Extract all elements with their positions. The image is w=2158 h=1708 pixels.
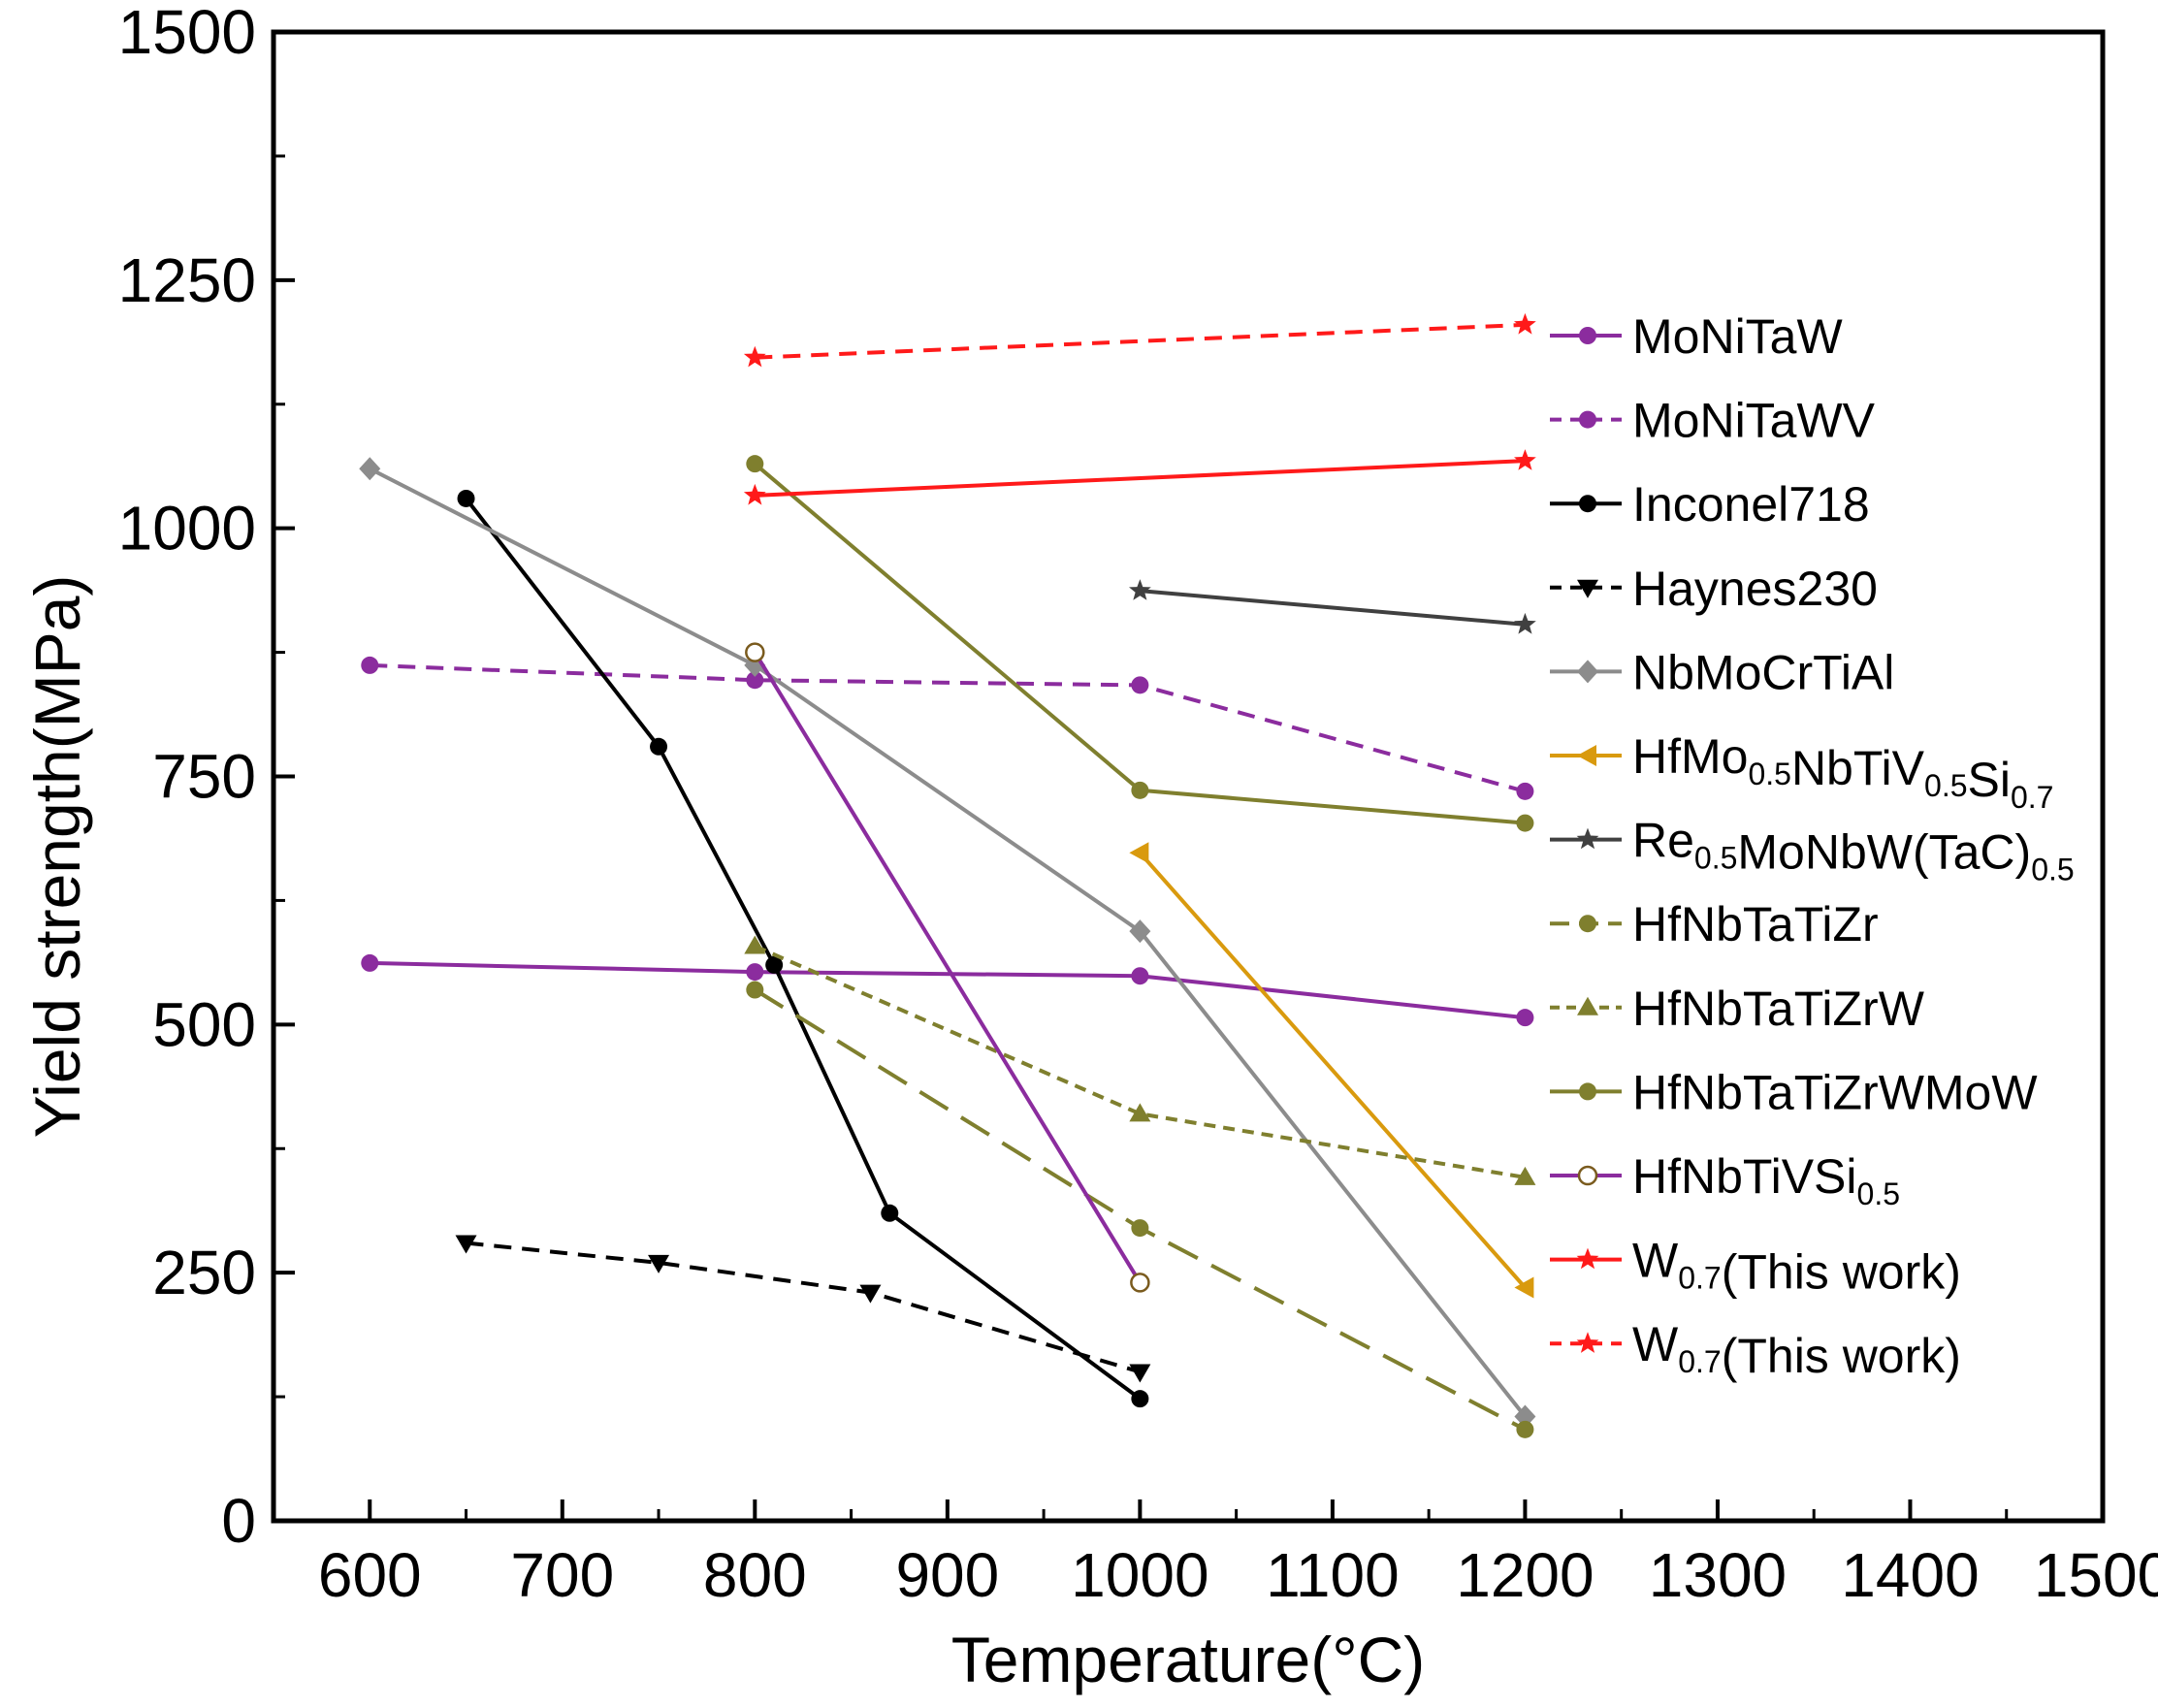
legend-marker — [1579, 411, 1596, 429]
data-point — [746, 982, 763, 999]
y-tick-label: 1000 — [118, 494, 256, 564]
legend-label: HfNbTaTiZrW — [1632, 982, 1925, 1036]
y-tick-label: 1250 — [118, 245, 256, 315]
data-point — [458, 490, 475, 507]
data-point — [361, 954, 378, 972]
data-point — [1516, 1009, 1533, 1026]
legend-marker — [1579, 915, 1596, 932]
y-tick-label: 250 — [152, 1238, 256, 1307]
legend-marker — [1579, 327, 1596, 344]
data-point — [1516, 783, 1533, 800]
legend-marker — [1579, 1167, 1596, 1184]
yield-strength-chart: 600 700 800 900 1000 1100 1200 1300 1400 1500 0 250… — [0, 0, 2158, 1708]
legend-label: HfNbTaTiZrWMoW — [1632, 1065, 2038, 1119]
x-tick-label: 1100 — [1266, 1540, 1400, 1610]
y-tick-label: 0 — [221, 1486, 256, 1556]
legend-label: MoNiTaWV — [1632, 394, 1876, 448]
legend-label: NbMoCrTiAl — [1632, 645, 1894, 699]
y-tick-label: 1500 — [118, 0, 256, 67]
legend-label: HfNbTaTiZr — [1632, 897, 1879, 951]
x-tick-label: 1200 — [1456, 1540, 1594, 1610]
x-tick-label: 700 — [510, 1540, 614, 1610]
data-point — [1131, 1219, 1148, 1237]
data-point — [1131, 782, 1148, 799]
data-point — [881, 1205, 898, 1222]
data-point — [1131, 676, 1148, 693]
legend-label: MoNiTaW — [1632, 309, 1843, 364]
data-point — [746, 963, 763, 981]
x-tick-label: 1000 — [1071, 1540, 1208, 1610]
y-tick-label: 750 — [152, 742, 256, 812]
data-point — [1131, 1390, 1148, 1407]
x-tick-label: 800 — [703, 1540, 807, 1610]
data-point — [1131, 1273, 1148, 1291]
x-tick-label: 1300 — [1649, 1540, 1787, 1610]
legend-marker — [1579, 495, 1596, 512]
data-point — [1131, 967, 1148, 984]
data-point — [361, 657, 378, 674]
y-axis-title: Yield strength(MPa) — [21, 575, 93, 1139]
legend-label: Inconel718 — [1632, 477, 1870, 532]
x-tick-label: 1500 — [2034, 1540, 2158, 1610]
x-axis-title: Temperature(°C) — [951, 1624, 1426, 1695]
legend-marker — [1579, 1082, 1596, 1100]
data-point — [650, 738, 667, 756]
data-point — [746, 455, 763, 472]
data-point — [746, 644, 763, 661]
x-tick-label: 1400 — [1841, 1540, 1979, 1610]
y-tick-label: 500 — [152, 989, 256, 1059]
legend-label: Haynes230 — [1632, 562, 1878, 616]
data-point — [1516, 815, 1533, 832]
data-point — [1516, 1421, 1533, 1438]
x-tick-label: 900 — [895, 1540, 999, 1610]
x-tick-label: 600 — [318, 1540, 422, 1610]
